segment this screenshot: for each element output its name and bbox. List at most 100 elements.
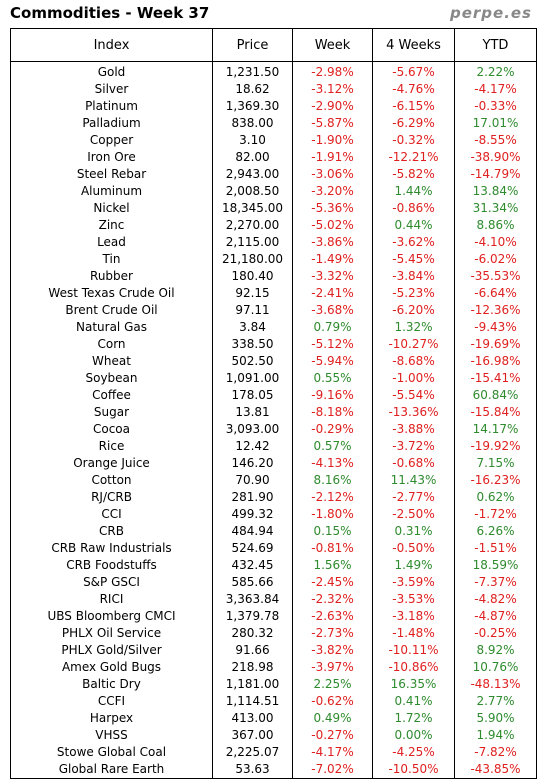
price-cell: 2,008.50	[212, 183, 293, 200]
4-weeks-change-cell: -3.53%	[372, 591, 455, 608]
ytd-change-cell: -0.33%	[454, 98, 537, 115]
price-cell: 413.00	[212, 710, 293, 727]
table-row: Cocoa 3,093.00 -0.29% -3.88% 14.17%	[10, 421, 537, 438]
week-change-cell: -3.32%	[292, 268, 373, 285]
index-cell: Palladium	[10, 115, 213, 132]
index-cell: Harpex	[10, 710, 213, 727]
week-change-cell: -3.82%	[292, 642, 373, 659]
column-header-ytd: YTD	[454, 28, 537, 62]
table-row: CRB Foodstuffs 432.45 1.56% 1.49% 18.59%	[10, 557, 537, 574]
ytd-change-cell: -35.53%	[454, 268, 537, 285]
table-row: Natural Gas 3.84 0.79% 1.32% -9.43%	[10, 319, 537, 336]
4-weeks-change-cell: 0.44%	[372, 217, 455, 234]
ytd-change-cell: 6.26%	[454, 523, 537, 540]
table-row: Rubber 180.40 -3.32% -3.84% -35.53%	[10, 268, 537, 285]
4-weeks-change-cell: -3.62%	[372, 234, 455, 251]
ytd-change-cell: -4.82%	[454, 591, 537, 608]
4-weeks-change-cell: 1.72%	[372, 710, 455, 727]
ytd-change-cell: -16.23%	[454, 472, 537, 489]
index-cell: Stowe Global Coal	[10, 744, 213, 761]
table-row: Iron Ore 82.00 -1.91% -12.21% -38.90%	[10, 149, 537, 166]
week-change-cell: -0.62%	[292, 693, 373, 710]
ytd-change-cell: -38.90%	[454, 149, 537, 166]
4-weeks-change-cell: -5.82%	[372, 166, 455, 183]
week-change-cell: -5.36%	[292, 200, 373, 217]
ytd-change-cell: -0.25%	[454, 625, 537, 642]
column-header-week: Week	[292, 28, 373, 62]
4-weeks-change-cell: 11.43%	[372, 472, 455, 489]
4-weeks-change-cell: -13.36%	[372, 404, 455, 421]
price-cell: 82.00	[212, 149, 293, 166]
ytd-change-cell: -19.69%	[454, 336, 537, 353]
week-change-cell: -9.16%	[292, 387, 373, 404]
index-cell: Soybean	[10, 370, 213, 387]
ytd-change-cell: -7.82%	[454, 744, 537, 761]
ytd-change-cell: -43.85%	[454, 761, 537, 779]
ytd-change-cell: 10.76%	[454, 659, 537, 676]
index-cell: RJ/CRB	[10, 489, 213, 506]
week-change-cell: 0.55%	[292, 370, 373, 387]
ytd-change-cell: -12.36%	[454, 302, 537, 319]
price-cell: 2,943.00	[212, 166, 293, 183]
price-cell: 13.81	[212, 404, 293, 421]
4-weeks-change-cell: 16.35%	[372, 676, 455, 693]
ytd-change-cell: 0.62%	[454, 489, 537, 506]
index-cell: Gold	[10, 61, 213, 81]
4-weeks-change-cell: 0.41%	[372, 693, 455, 710]
price-cell: 2,270.00	[212, 217, 293, 234]
index-cell: Tin	[10, 251, 213, 268]
table-row: Lead 2,115.00 -3.86% -3.62% -4.10%	[10, 234, 537, 251]
week-change-cell: -3.20%	[292, 183, 373, 200]
week-change-cell: -5.87%	[292, 115, 373, 132]
price-cell: 1,091.00	[212, 370, 293, 387]
index-cell: CRB	[10, 523, 213, 540]
brand-logo-text: perpe.es	[449, 4, 532, 22]
4-weeks-change-cell: 0.00%	[372, 727, 455, 744]
price-cell: 53.63	[212, 761, 293, 779]
week-change-cell: -4.13%	[292, 455, 373, 472]
week-change-cell: 0.79%	[292, 319, 373, 336]
price-cell: 338.50	[212, 336, 293, 353]
table-row: Platinum 1,369.30 -2.90% -6.15% -0.33%	[10, 98, 537, 115]
index-cell: Baltic Dry	[10, 676, 213, 693]
price-cell: 92.15	[212, 285, 293, 302]
table-row: Orange Juice 146.20 -4.13% -0.68% 7.15%	[10, 455, 537, 472]
week-change-cell: -2.90%	[292, 98, 373, 115]
price-cell: 1,181.00	[212, 676, 293, 693]
ytd-change-cell: -6.64%	[454, 285, 537, 302]
index-cell: CRB Foodstuffs	[10, 557, 213, 574]
week-change-cell: -2.73%	[292, 625, 373, 642]
price-cell: 281.90	[212, 489, 293, 506]
4-weeks-change-cell: -3.18%	[372, 608, 455, 625]
week-change-cell: -2.41%	[292, 285, 373, 302]
index-cell: Lead	[10, 234, 213, 251]
table-row: CRB Raw Industrials 524.69 -0.81% -0.50% -1.…	[10, 540, 537, 557]
table-header-row: Index Price Week 4 Weeks YTD	[10, 28, 537, 62]
ytd-change-cell: -9.43%	[454, 319, 537, 336]
week-change-cell: -1.49%	[292, 251, 373, 268]
price-cell: 499.32	[212, 506, 293, 523]
price-cell: 91.66	[212, 642, 293, 659]
ytd-change-cell: -6.02%	[454, 251, 537, 268]
column-header-index: Index	[10, 28, 213, 62]
index-cell: Iron Ore	[10, 149, 213, 166]
table-row: Silver 18.62 -3.12% -4.76% -4.17%	[10, 81, 537, 98]
price-cell: 2,115.00	[212, 234, 293, 251]
ytd-change-cell: -19.92%	[454, 438, 537, 455]
index-cell: Corn	[10, 336, 213, 353]
ytd-change-cell: -4.10%	[454, 234, 537, 251]
4-weeks-change-cell: -2.77%	[372, 489, 455, 506]
week-change-cell: 0.49%	[292, 710, 373, 727]
4-weeks-change-cell: 0.31%	[372, 523, 455, 540]
4-weeks-change-cell: -10.27%	[372, 336, 455, 353]
index-cell: Coffee	[10, 387, 213, 404]
table-row: Soybean 1,091.00 0.55% -1.00% -15.41%	[10, 370, 537, 387]
ytd-change-cell: -7.37%	[454, 574, 537, 591]
index-cell: Aluminum	[10, 183, 213, 200]
price-cell: 502.50	[212, 353, 293, 370]
price-cell: 178.05	[212, 387, 293, 404]
ytd-change-cell: 2.77%	[454, 693, 537, 710]
week-change-cell: -1.90%	[292, 132, 373, 149]
index-cell: Platinum	[10, 98, 213, 115]
table-row: CRB 484.94 0.15% 0.31% 6.26%	[10, 523, 537, 540]
